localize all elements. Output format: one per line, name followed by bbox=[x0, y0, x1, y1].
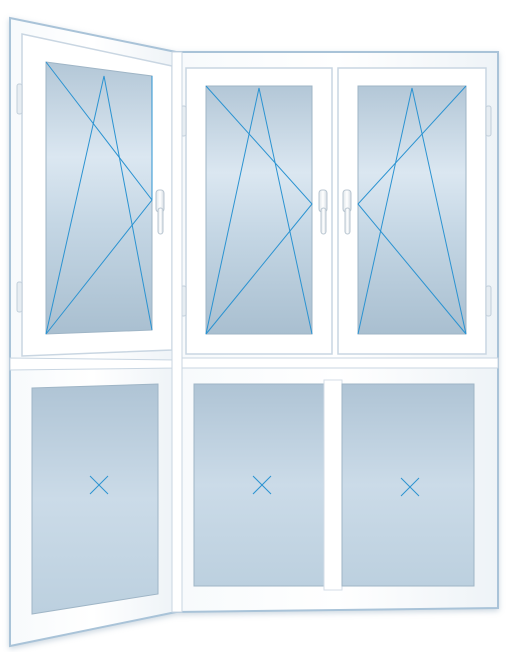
handle-icon[interactable] bbox=[342, 189, 352, 235]
handle-icon[interactable] bbox=[318, 189, 328, 235]
lower-middle-panel bbox=[193, 383, 325, 587]
tilt-turn-indicator bbox=[205, 85, 313, 335]
fixed-glass-icon bbox=[400, 477, 420, 497]
hinge-icon bbox=[485, 285, 492, 317]
hinge-icon bbox=[16, 83, 23, 115]
transom bbox=[9, 357, 499, 371]
hinge-icon bbox=[485, 105, 492, 137]
corner-post bbox=[171, 51, 183, 613]
lower-left-panel bbox=[31, 383, 159, 615]
mullion bbox=[323, 379, 343, 591]
tilt-turn-indicator bbox=[45, 61, 153, 335]
upper-right-sash[interactable] bbox=[337, 67, 492, 355]
handle-icon[interactable] bbox=[155, 189, 165, 235]
tilt-turn-indicator bbox=[357, 85, 467, 335]
lower-right-panel bbox=[341, 383, 475, 587]
upper-middle-sash[interactable] bbox=[180, 67, 333, 355]
fixed-glass-icon bbox=[89, 475, 109, 495]
fixed-glass-icon bbox=[252, 475, 272, 495]
upper-left-sash[interactable] bbox=[16, 33, 173, 357]
hinge-icon bbox=[16, 281, 23, 313]
